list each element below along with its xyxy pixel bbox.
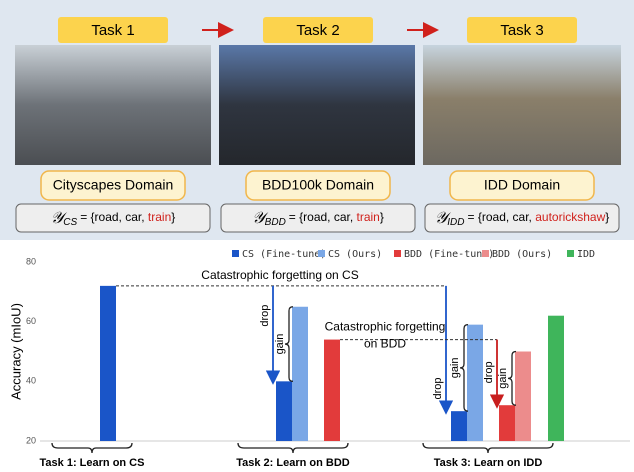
text-part: } <box>605 210 609 224</box>
text-part: = {road, car, <box>289 210 357 224</box>
bar <box>276 381 292 441</box>
x-tick-label: Task 2: Learn on BDD <box>236 457 350 469</box>
domain-label: Cityscapes Domain <box>53 177 174 193</box>
text-part: CS <box>63 217 77 228</box>
legend-swatch <box>567 250 574 257</box>
text-part: = {road, car, <box>80 210 148 224</box>
y-tick-label: 60 <box>26 316 36 326</box>
photo <box>15 45 211 165</box>
annotation: Catastrophic forgetting <box>325 320 446 334</box>
legend-label: CS (Fine-tune) <box>242 249 326 260</box>
bar <box>100 286 116 441</box>
bar <box>515 352 531 442</box>
photo <box>219 45 415 165</box>
legend-label: BDD (Fine-tune) <box>404 249 494 260</box>
gain-brace <box>285 307 293 382</box>
text-part: train <box>148 210 171 224</box>
task-label: Task 3 <box>500 22 543 39</box>
annotation: drop <box>483 361 495 383</box>
task-label: Task 1 <box>91 22 134 39</box>
bar <box>499 405 515 441</box>
annotation: gain <box>497 368 509 389</box>
y-tick-label: 80 <box>26 256 36 266</box>
gain-brace <box>460 325 468 412</box>
text-part: BDD <box>265 217 286 228</box>
gain-brace <box>508 352 516 406</box>
legend-swatch <box>318 250 325 257</box>
legend-swatch <box>482 250 489 257</box>
chart: 20 40 60 80 Accuracy (mIoU) CS (Fine-tune)CS … <box>8 249 630 469</box>
legend-label: BDD (Ours) <box>492 249 552 260</box>
legend-swatch <box>232 250 239 257</box>
y-tick-label: 20 <box>26 435 36 445</box>
task-label: Task 2 <box>296 22 339 39</box>
y-axis-title: Accuracy (mIoU) <box>8 303 23 400</box>
text-part: train <box>357 210 380 224</box>
brace <box>52 443 132 453</box>
legend-label: IDD <box>577 249 595 260</box>
bar <box>324 340 340 441</box>
text-part: IDD <box>447 217 464 228</box>
photo <box>423 45 621 165</box>
annotation: on BDD <box>364 337 406 351</box>
bar <box>292 307 308 441</box>
brace <box>238 443 348 453</box>
brace <box>423 443 553 453</box>
domain-label: BDD100k Domain <box>262 177 374 193</box>
text-part: = {road, car, <box>468 210 536 224</box>
text-part: } <box>171 210 175 224</box>
y-tick-label: 40 <box>26 376 36 386</box>
x-tick-label: Task 1: Learn on CS <box>40 457 145 469</box>
annotation: gain <box>274 334 286 355</box>
annotation: drop <box>432 378 444 400</box>
annotation: Catastrophic forgetting on CS <box>201 268 358 282</box>
figure: Task 1Cityscapes Domain𝒴CS= {road, car, … <box>0 0 634 472</box>
legend-label: CS (Ours) <box>328 249 382 260</box>
annotation: drop <box>259 305 271 327</box>
bar <box>467 325 483 441</box>
domain-label: IDD Domain <box>484 177 560 193</box>
bar <box>451 411 467 441</box>
bar <box>548 316 564 441</box>
text-part: } <box>380 210 384 224</box>
annotation: gain <box>449 358 461 379</box>
legend-swatch <box>394 250 401 257</box>
x-tick-label: Task 3: Learn on IDD <box>434 457 543 469</box>
text-part: autorickshaw <box>535 210 605 224</box>
